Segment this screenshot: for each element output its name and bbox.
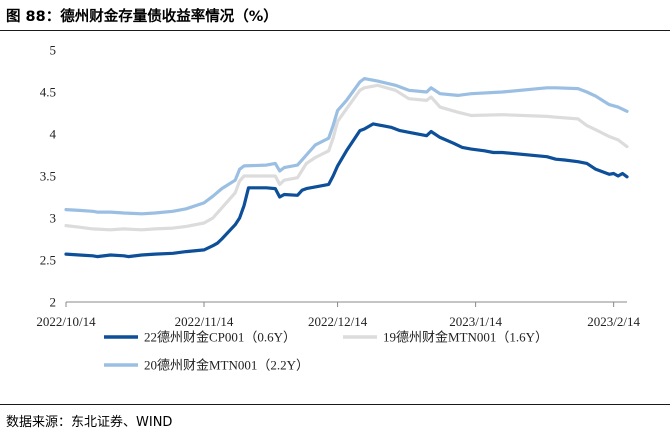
series-line-3 — [64, 77, 629, 216]
data-source-note: 数据来源：东北证券、WIND — [6, 415, 173, 430]
legend-label-3: 20德州财金MTN001（2.2Y） — [144, 358, 309, 373]
series-line-1 — [64, 122, 629, 259]
y-tick-label: 2.5 — [40, 253, 56, 268]
legend-label-1: 22德州财金CP001（0.6Y） — [144, 330, 296, 345]
y-tick-label: 3 — [50, 211, 57, 226]
chart-axes: 2 2.5 3 3.5 4 4.5 5 2022/10/14 2022/11/14 2022/12… — [36, 43, 640, 330]
y-tick-label: 2 — [50, 295, 57, 310]
x-tick-label: 2023/1/14 — [449, 314, 502, 329]
series-line-2 — [64, 83, 629, 232]
title-bar: 图 88：德州财金存量债收益率情况（%） — [0, 0, 670, 30]
chart-title: 图 88：德州财金存量债收益率情况（%） — [6, 9, 278, 25]
x-tick-label: 2022/12/14 — [308, 314, 368, 329]
x-tick-label: 2022/11/14 — [175, 314, 234, 329]
footer-divider — [0, 404, 670, 405]
y-tick-label: 4.5 — [40, 85, 56, 100]
y-tick-label: 5 — [50, 43, 57, 58]
x-tick-label: 2023/2/14 — [587, 314, 640, 329]
title-divider — [0, 30, 670, 31]
chart-legend: 22德州财金CP001（0.6Y） 19德州财金MTN001（1.6Y） 20德州财… — [104, 330, 548, 373]
y-tick-label: 4 — [50, 127, 57, 142]
series-layer — [64, 77, 629, 259]
x-tick-label: 2022/10/14 — [36, 314, 96, 329]
legend-label-2: 19德州财金MTN001（1.6Y） — [383, 330, 548, 345]
yield-line-chart: 2 2.5 3 3.5 4 4.5 5 2022/10/14 2022/11/14 2022/12… — [36, 43, 640, 373]
y-tick-label: 3.5 — [40, 169, 56, 184]
